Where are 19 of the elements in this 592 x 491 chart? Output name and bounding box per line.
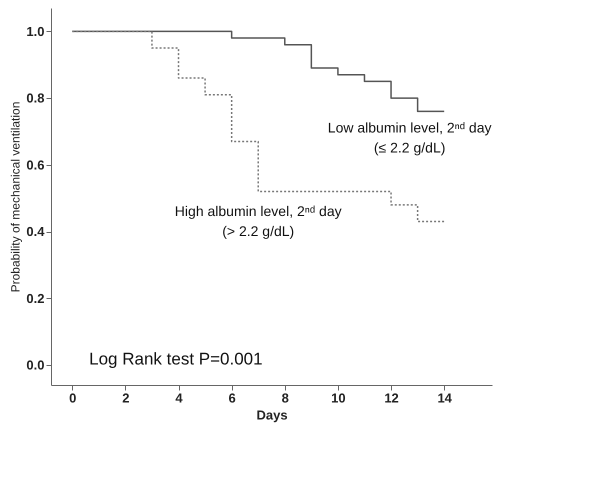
y-tick-label: 0.4 xyxy=(26,224,46,240)
x-tick-label: 12 xyxy=(384,390,399,406)
x-axis-title: Days xyxy=(256,408,288,422)
annotation: High albumin level, 2ⁿᵈ day (> 2.2 g/dL) xyxy=(174,202,342,239)
annotation: Log Rank test P=0.001 xyxy=(89,350,263,369)
annotation: Low albumin level, 2ⁿᵈ day (≤ 2.2 g/dL) xyxy=(328,119,492,156)
x-tick-label: 0 xyxy=(69,390,76,406)
y-tick-label: 0.2 xyxy=(26,290,44,306)
x-tick-label: 14 xyxy=(437,390,453,406)
x-tick-label: 4 xyxy=(175,390,184,406)
y-tick-label: 0.8 xyxy=(26,90,44,106)
y-tick-label: 1.0 xyxy=(26,24,44,39)
y-tick-label: 0.6 xyxy=(26,157,44,172)
x-tick-label: 10 xyxy=(331,390,346,406)
y-tick-label: 0.0 xyxy=(26,357,44,372)
x-tick-label: 2 xyxy=(122,390,130,406)
y-axis-title: Probability of mechanical ventilation xyxy=(8,102,22,292)
x-tick-label: 8 xyxy=(282,390,289,406)
x-tick-label: 6 xyxy=(228,390,236,406)
